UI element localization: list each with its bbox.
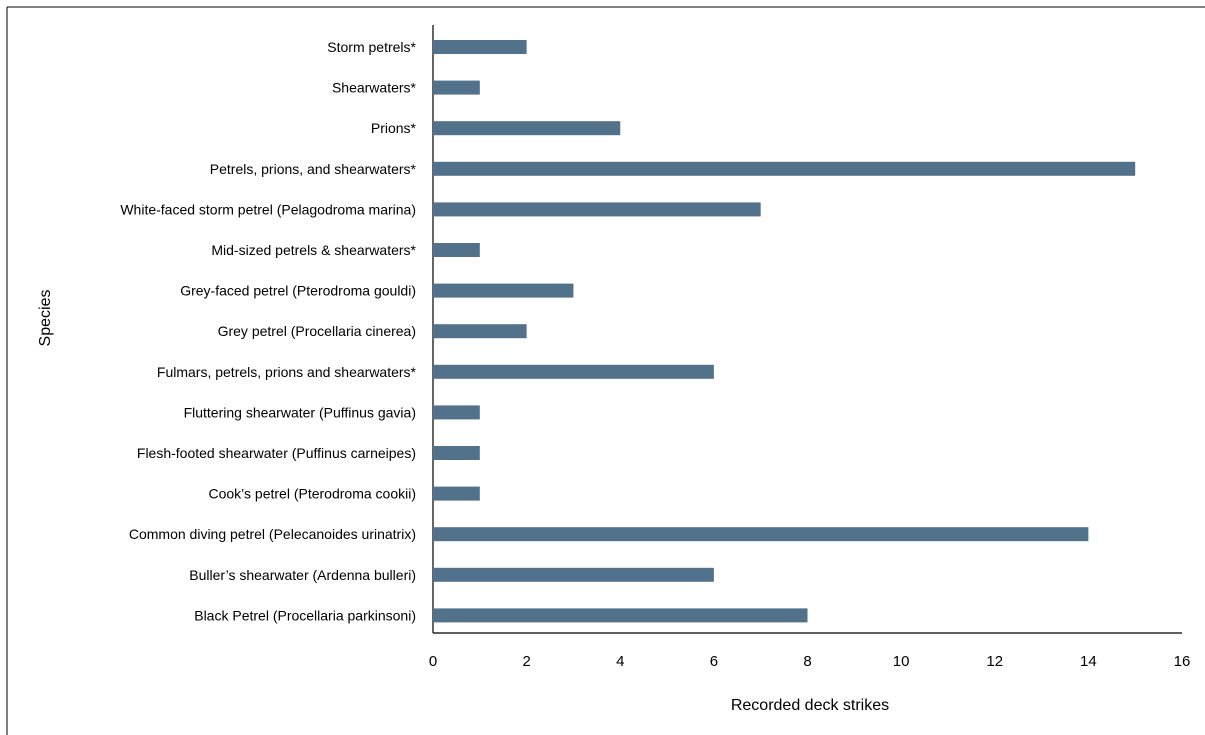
category-label: Common diving petrel (Pelecanoides urina… (129, 526, 416, 542)
x-tick-label: 12 (986, 653, 1003, 670)
bar (433, 405, 480, 420)
bar (433, 364, 714, 379)
bar (433, 486, 480, 501)
bar (433, 80, 480, 95)
bar (433, 202, 761, 217)
category-label: Fluttering shearwater (Puffinus gavia) (184, 404, 416, 420)
x-tick-label: 16 (1174, 653, 1191, 670)
category-label: Grey-faced petrel (Pterodroma gouldi) (180, 283, 416, 299)
category-label: Fulmars, petrels, prions and shearwaters… (157, 364, 417, 380)
category-label: Mid-sized petrels & shearwaters* (211, 242, 416, 258)
category-label: Cook’s petrel (Pterodroma cookii) (209, 486, 417, 502)
bar (433, 608, 808, 623)
bar (433, 283, 574, 298)
bar (433, 446, 480, 460)
category-label: Prions* (371, 120, 417, 136)
category-label: Flesh-footed shearwater (Puffinus carnei… (137, 445, 416, 461)
x-axis-title: Recorded deck strikes (731, 697, 889, 714)
category-label: Storm petrels* (327, 39, 416, 55)
x-tick-labels: 0 2 4 6 8 10 12 14 16 (429, 653, 1191, 670)
x-tick-label: 14 (1080, 653, 1097, 670)
figure-frame (6, 6, 1205, 735)
bar (433, 121, 621, 136)
bar (433, 324, 527, 339)
bars (433, 40, 1136, 623)
x-tick-label: 8 (803, 653, 811, 670)
category-label: White-faced storm petrel (Pelagodroma ma… (120, 201, 416, 217)
x-tick-label: 0 (429, 653, 437, 670)
category-label: Buller’s shearwater (Ardenna bulleri) (189, 567, 416, 583)
bar (433, 567, 714, 582)
bar (433, 40, 527, 54)
y-axis-title: Species (37, 290, 54, 347)
x-tick-label: 6 (710, 653, 718, 670)
category-label: Shearwaters* (332, 80, 417, 96)
bar (433, 161, 1136, 176)
x-tick-label: 10 (893, 653, 910, 670)
category-label: Black Petrel (Procellaria parkinsoni) (194, 607, 416, 623)
category-labels: Storm petrels* Shearwaters* Prions* Petrels… (120, 39, 416, 623)
category-label: Petrels, prions, and shearwaters* (210, 161, 417, 177)
x-tick-label: 4 (616, 653, 624, 670)
bar (433, 527, 1089, 542)
category-label: Grey petrel (Procellaria cinerea) (218, 323, 416, 339)
bar (433, 243, 480, 257)
x-tick-label: 2 (522, 653, 530, 670)
axes (432, 25, 1182, 634)
